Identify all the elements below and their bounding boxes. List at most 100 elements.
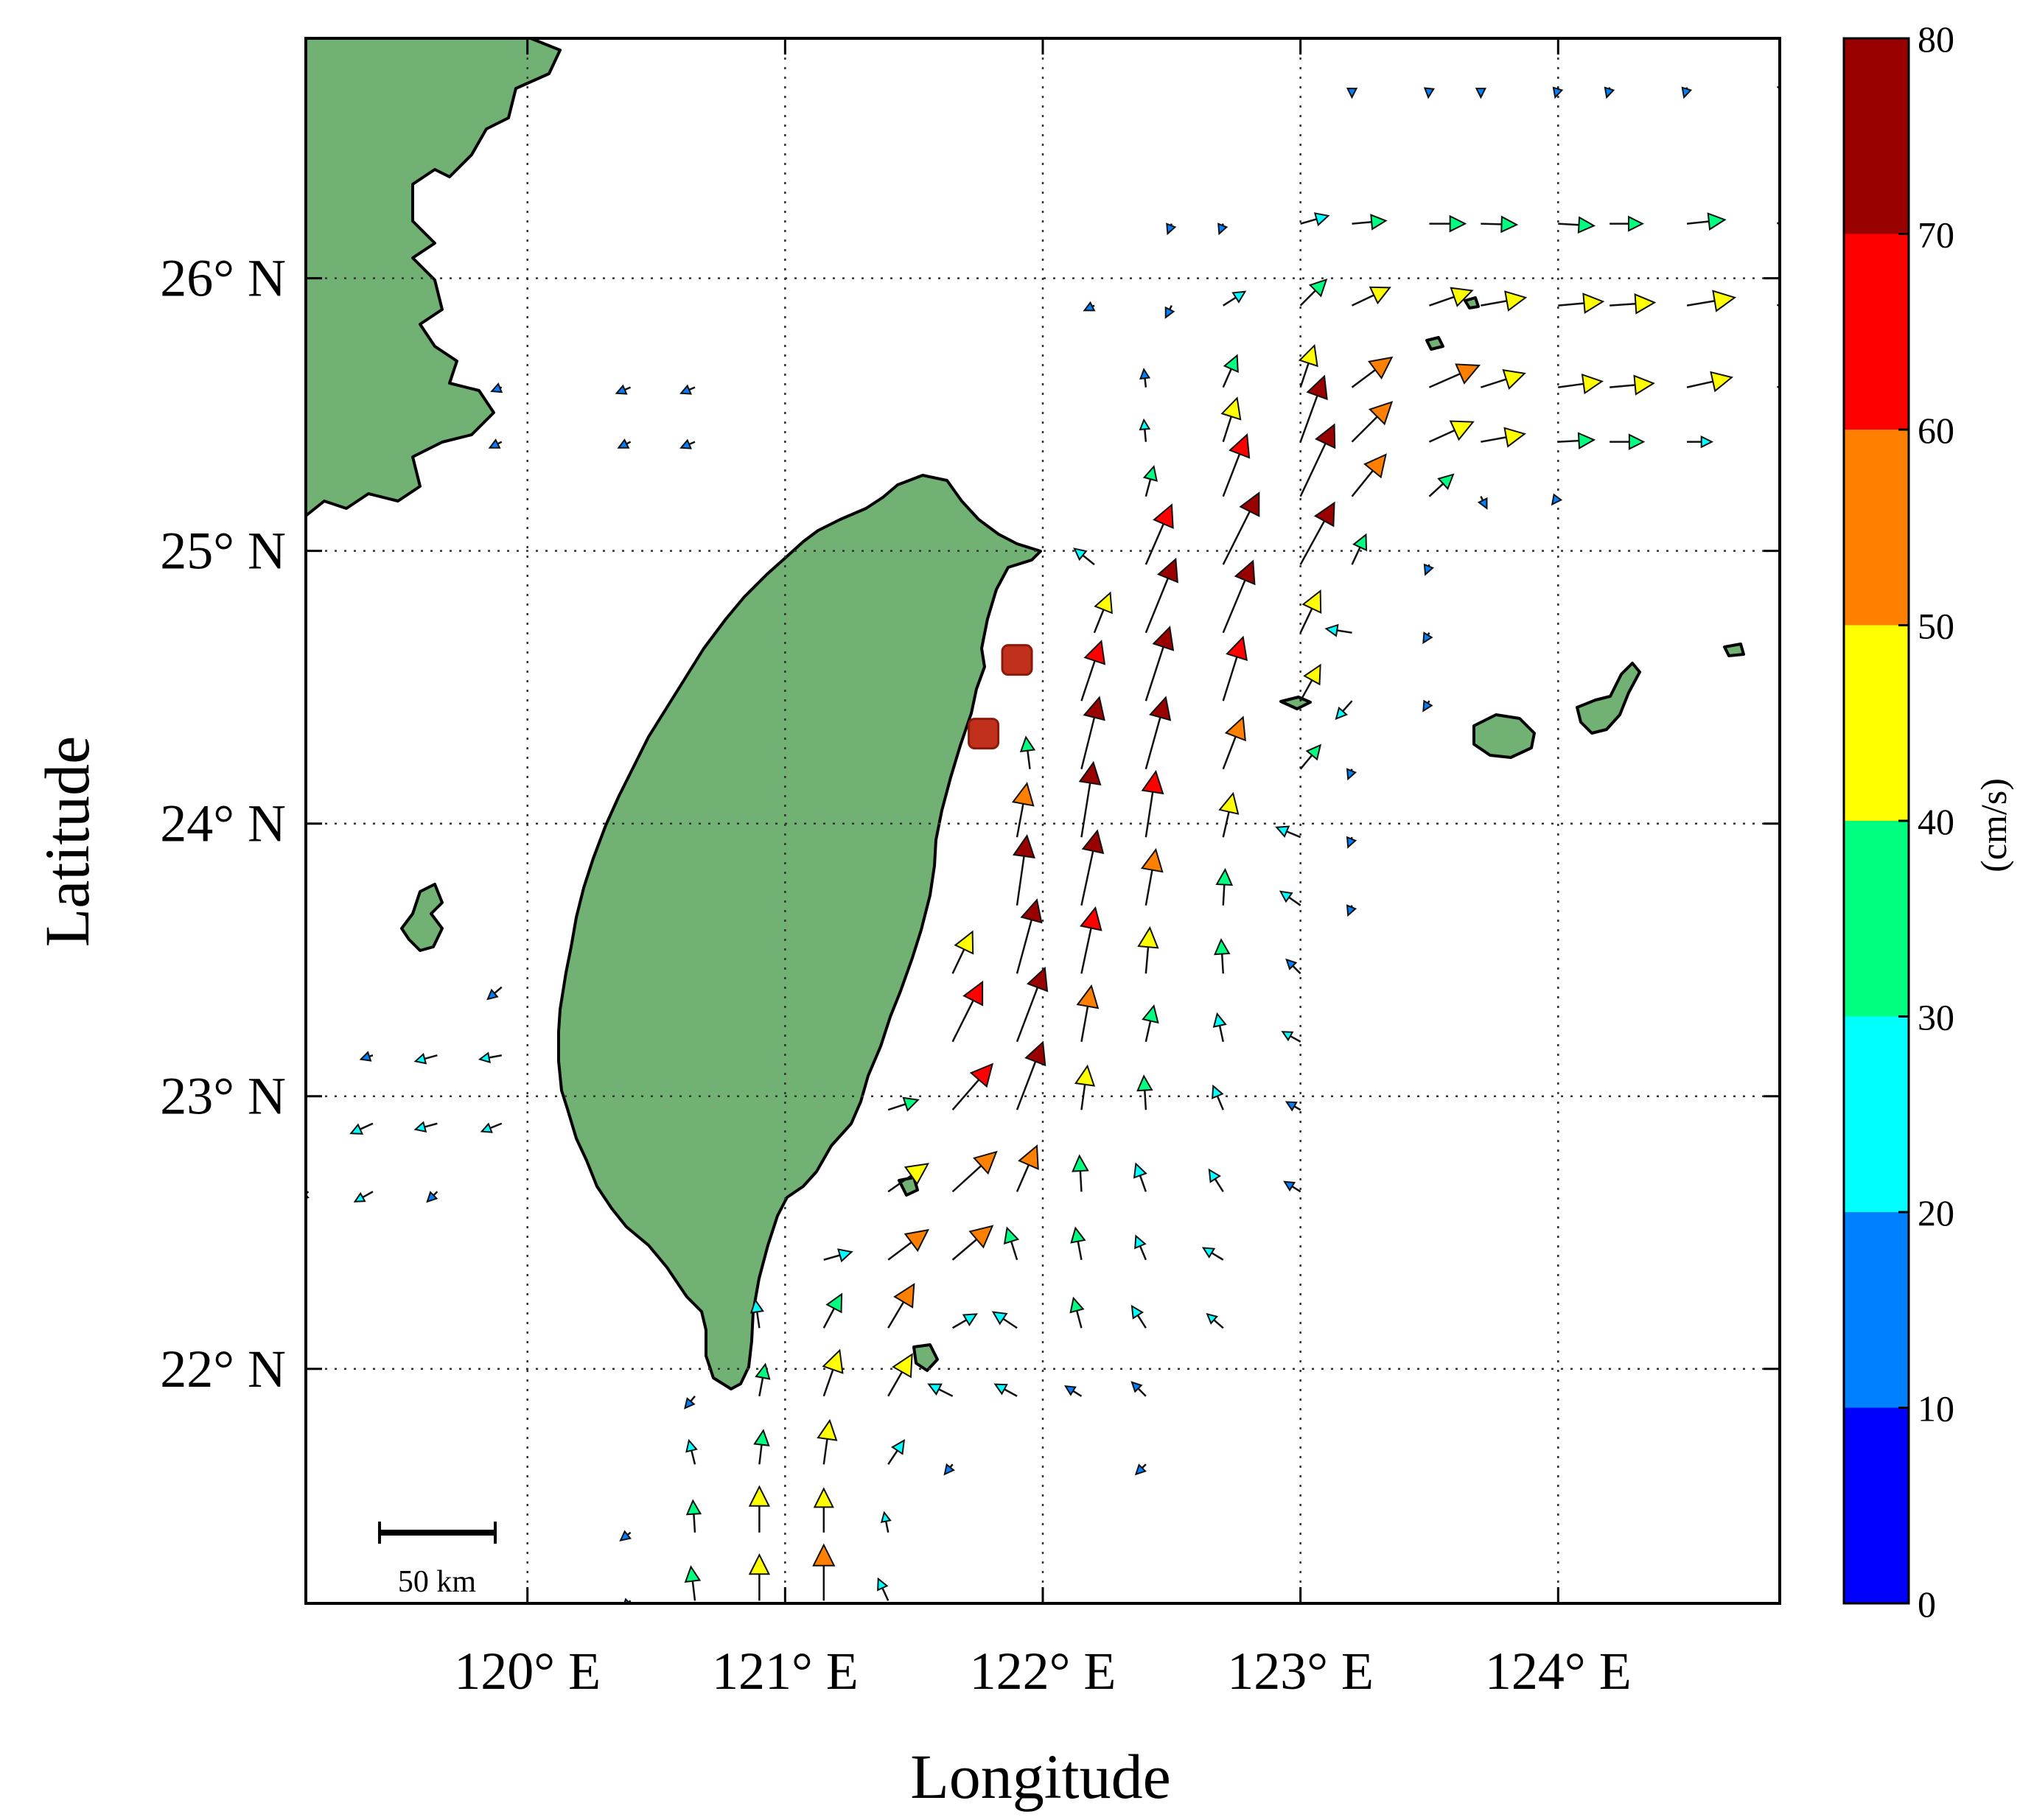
vector-head <box>413 1121 427 1133</box>
colorbar-bin <box>1844 1407 1909 1603</box>
scale-bar-label: 50 km <box>398 1565 477 1599</box>
vector-shaft-outline <box>823 1308 835 1329</box>
vector-head <box>359 1051 372 1062</box>
current-vector <box>1283 1180 1301 1193</box>
vector-shaft-outline <box>1610 384 1635 388</box>
vector-head <box>753 1429 770 1446</box>
vector-head <box>1074 1064 1096 1087</box>
vector-shaft-outline <box>1080 660 1096 701</box>
vector-head <box>1083 301 1096 312</box>
lat-tick-label: 22° N <box>160 1340 286 1399</box>
current-vector <box>1080 829 1105 906</box>
vector-head <box>1279 890 1293 903</box>
vector-head <box>1223 354 1239 374</box>
current-vector <box>887 1282 915 1329</box>
colorbar-tick-label: 20 <box>1918 1192 1954 1233</box>
vector-shaft-outline <box>1686 381 1713 388</box>
current-vector <box>1213 938 1231 974</box>
current-vector <box>1139 368 1151 388</box>
vector-head <box>1026 966 1049 993</box>
vector-shaft-outline <box>758 1377 763 1396</box>
vector-shaft-outline <box>1094 609 1105 633</box>
vector-shaft-outline <box>691 1450 696 1465</box>
vector-shaft-outline <box>1211 1252 1224 1261</box>
vector-head <box>1346 904 1357 917</box>
colorbar-tick-label: 0 <box>1918 1583 1936 1625</box>
current-vector <box>1610 215 1645 232</box>
vector-head <box>1423 563 1434 576</box>
vector-shaft-outline <box>758 1444 763 1465</box>
current-vector <box>1346 88 1358 99</box>
vector-head <box>904 1228 929 1253</box>
vector-head <box>1011 782 1035 807</box>
current-vector <box>1604 86 1615 99</box>
vector-head <box>1139 418 1151 431</box>
current-vector <box>1335 700 1353 721</box>
current-vector <box>1352 214 1388 231</box>
current-vector <box>822 1292 843 1329</box>
vector-shaft-outline <box>1072 1390 1082 1397</box>
current-vector <box>887 1163 930 1193</box>
current-vector <box>951 1225 994 1261</box>
vector-head <box>1285 958 1298 970</box>
current-vector <box>685 1499 702 1533</box>
vector-head <box>1369 401 1394 426</box>
current-vector <box>1137 925 1159 974</box>
vector-shaft-outline <box>885 1521 889 1533</box>
vector-head <box>1234 559 1256 586</box>
vector-shaft-outline <box>1300 755 1313 770</box>
vector-head <box>1422 699 1433 713</box>
vector-head <box>1369 286 1391 305</box>
vector-head <box>1335 706 1349 721</box>
vector-head <box>1212 1084 1224 1099</box>
vector-head <box>1239 491 1260 517</box>
vector-head <box>1218 791 1240 815</box>
vector-shaft-outline <box>1300 608 1313 633</box>
vector-head <box>1226 635 1248 662</box>
graticule <box>306 38 1780 1603</box>
vector-head <box>1710 371 1734 393</box>
orchid-island <box>912 1343 939 1372</box>
vector-head <box>1134 1463 1147 1476</box>
current-vector <box>1083 301 1096 312</box>
vector-head <box>1275 825 1290 839</box>
current-vector <box>993 1383 1018 1397</box>
current-vector <box>1164 305 1175 319</box>
vector-shaft-outline <box>1145 523 1164 565</box>
current-vector <box>1212 1084 1224 1110</box>
vector-shaft-outline <box>1558 440 1579 443</box>
vector-shaft-outline <box>690 1396 696 1402</box>
vector-head <box>904 1163 930 1186</box>
current-vector <box>1686 290 1737 312</box>
vector-head <box>353 1191 366 1203</box>
vector-shaft-outline <box>1080 1171 1083 1192</box>
current-vector <box>1070 1226 1086 1260</box>
current-vector <box>1134 1234 1147 1261</box>
current-vector <box>991 1311 1018 1329</box>
vector-shaft-outline <box>1687 300 1715 307</box>
vector-shaft-outline <box>1080 850 1094 906</box>
vector-head <box>1306 374 1328 401</box>
current-vector <box>749 1298 764 1329</box>
colorbar-bin <box>1844 1016 1909 1212</box>
vector-head <box>822 1348 844 1374</box>
vector-shaft-outline <box>494 987 503 994</box>
vector-head <box>679 384 693 395</box>
vector-head <box>813 1487 834 1508</box>
vector-head <box>1707 212 1727 231</box>
vector-head <box>1368 356 1394 380</box>
vector-shaft-outline <box>1145 947 1149 974</box>
current-vector <box>823 1248 853 1263</box>
vector-head <box>748 1553 771 1575</box>
current-vector <box>1212 1012 1227 1042</box>
current-vector <box>684 1395 696 1410</box>
vector-head <box>684 1565 702 1583</box>
current-vector <box>1080 640 1106 701</box>
colorbar-tick-label: 70 <box>1918 214 1954 256</box>
current-vector <box>1074 1064 1096 1110</box>
vector-shaft-outline <box>692 1581 696 1601</box>
vector-head <box>349 1123 364 1135</box>
current-vector <box>748 1485 771 1533</box>
current-vector <box>1218 791 1240 838</box>
vector-shaft-outline <box>360 1123 374 1130</box>
